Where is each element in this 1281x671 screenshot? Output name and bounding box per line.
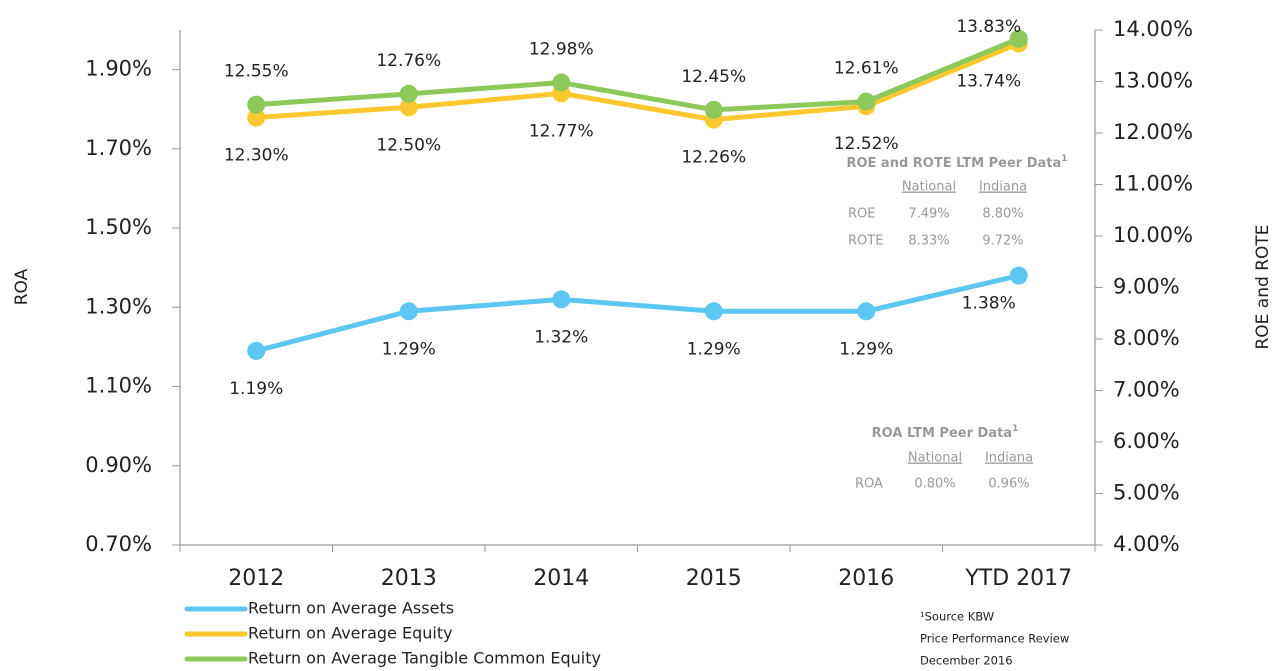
peer-table-title: ROA LTM Peer Data1 <box>872 424 1019 441</box>
peer-column-header: Indiana <box>979 180 1027 195</box>
y-tick-label: 1.30% <box>85 294 152 318</box>
y2-tick-label: 11.00% <box>1113 172 1193 196</box>
peer-cell: 0.96% <box>988 477 1029 492</box>
data-point <box>857 92 876 111</box>
peer-cell: 8.33% <box>908 234 949 249</box>
data-point <box>552 290 571 309</box>
data-point <box>399 84 418 103</box>
data-label: 1.29% <box>839 339 893 359</box>
data-label: 12.98% <box>529 40 594 60</box>
data-label: 12.77% <box>529 121 594 141</box>
data-point <box>1009 29 1028 48</box>
y2-tick-label: 5.00% <box>1113 481 1180 505</box>
y-axis-title: ROA <box>12 268 32 305</box>
data-point <box>552 73 571 92</box>
y-tick-label: 1.90% <box>85 57 152 81</box>
x-tick-label: 2015 <box>686 566 742 591</box>
data-label: 1.29% <box>382 339 436 359</box>
legend-label: Return on Average Tangible Common Equity <box>248 649 601 668</box>
peer-row-label: ROTE <box>848 234 883 249</box>
data-label: 12.45% <box>681 67 746 87</box>
x-tick-label: 2013 <box>381 566 437 591</box>
peer-column-header: Indiana <box>985 451 1033 466</box>
source-note: ¹Source KBW <box>920 610 994 624</box>
y2-tick-label: 7.00% <box>1113 378 1180 402</box>
x-tick-label: 2012 <box>228 566 284 591</box>
peer-column-header: National <box>908 451 962 466</box>
peer-cell: 0.80% <box>914 477 955 492</box>
source-note: December 2016 <box>920 654 1013 668</box>
data-point <box>399 302 418 321</box>
data-point <box>247 95 266 114</box>
data-point <box>247 341 266 360</box>
data-label: 13.74% <box>956 71 1021 91</box>
peer-cell: 9.72% <box>982 234 1023 249</box>
data-point <box>399 98 418 117</box>
series-line <box>256 36 1020 113</box>
data-label: 12.50% <box>376 135 441 155</box>
peer-row-label: ROA <box>855 477 883 492</box>
y-tick-label: 0.70% <box>85 532 152 556</box>
y-tick-label: 1.50% <box>85 215 152 239</box>
peer-cell: 8.80% <box>982 207 1023 222</box>
series-line <box>255 273 1020 354</box>
data-label: 1.19% <box>229 379 283 399</box>
legend-label: Return on Average Assets <box>248 599 454 618</box>
data-point <box>1009 266 1028 285</box>
data-label: 1.38% <box>962 294 1016 314</box>
legend-label: Return on Average Equity <box>248 624 453 643</box>
data-label: 13.83% <box>956 17 1021 37</box>
data-label: 12.55% <box>224 62 289 82</box>
data-label: 1.29% <box>687 339 741 359</box>
peer-table-title: ROE and ROTE LTM Peer Data1 <box>846 154 1067 171</box>
data-point <box>704 100 723 119</box>
peer-table-title-text: ROA LTM Peer Data <box>872 426 1012 441</box>
x-tick-label: 2014 <box>533 566 589 591</box>
data-label: 1.32% <box>534 327 588 347</box>
data-point <box>704 302 723 321</box>
peer-cell: 7.49% <box>908 207 949 222</box>
y2-tick-label: 14.00% <box>1113 17 1193 41</box>
y2-axis-title: ROE and ROTE <box>1253 224 1273 349</box>
y-tick-label: 1.10% <box>85 374 152 398</box>
footnote-mark: 1 <box>1061 154 1067 164</box>
peer-table-title-text: ROE and ROTE LTM Peer Data <box>846 156 1061 171</box>
y2-tick-label: 10.00% <box>1113 223 1193 247</box>
y2-tick-label: 8.00% <box>1113 326 1180 350</box>
y-tick-label: 1.70% <box>85 136 152 160</box>
data-label: 12.26% <box>681 148 746 168</box>
x-tick-label: YTD 2017 <box>964 566 1072 591</box>
y2-tick-label: 13.00% <box>1113 69 1193 93</box>
y2-tick-label: 4.00% <box>1113 532 1180 556</box>
data-label: 12.52% <box>834 134 899 154</box>
y2-tick-label: 12.00% <box>1113 120 1193 144</box>
peer-row-label: ROE <box>848 207 875 222</box>
data-label: 12.61% <box>834 59 899 79</box>
y-tick-label: 0.90% <box>85 453 152 477</box>
data-point <box>857 302 876 321</box>
footnote-mark: 1 <box>1012 424 1018 434</box>
peer-column-header: National <box>902 180 956 195</box>
series-line <box>256 41 1020 123</box>
data-label: 12.30% <box>224 146 289 166</box>
data-point <box>247 108 266 127</box>
data-label: 12.76% <box>376 51 441 71</box>
source-note: Price Performance Review <box>920 632 1069 646</box>
x-tick-label: 2016 <box>838 566 894 591</box>
y2-tick-label: 6.00% <box>1113 429 1180 453</box>
y2-tick-label: 9.00% <box>1113 275 1180 299</box>
